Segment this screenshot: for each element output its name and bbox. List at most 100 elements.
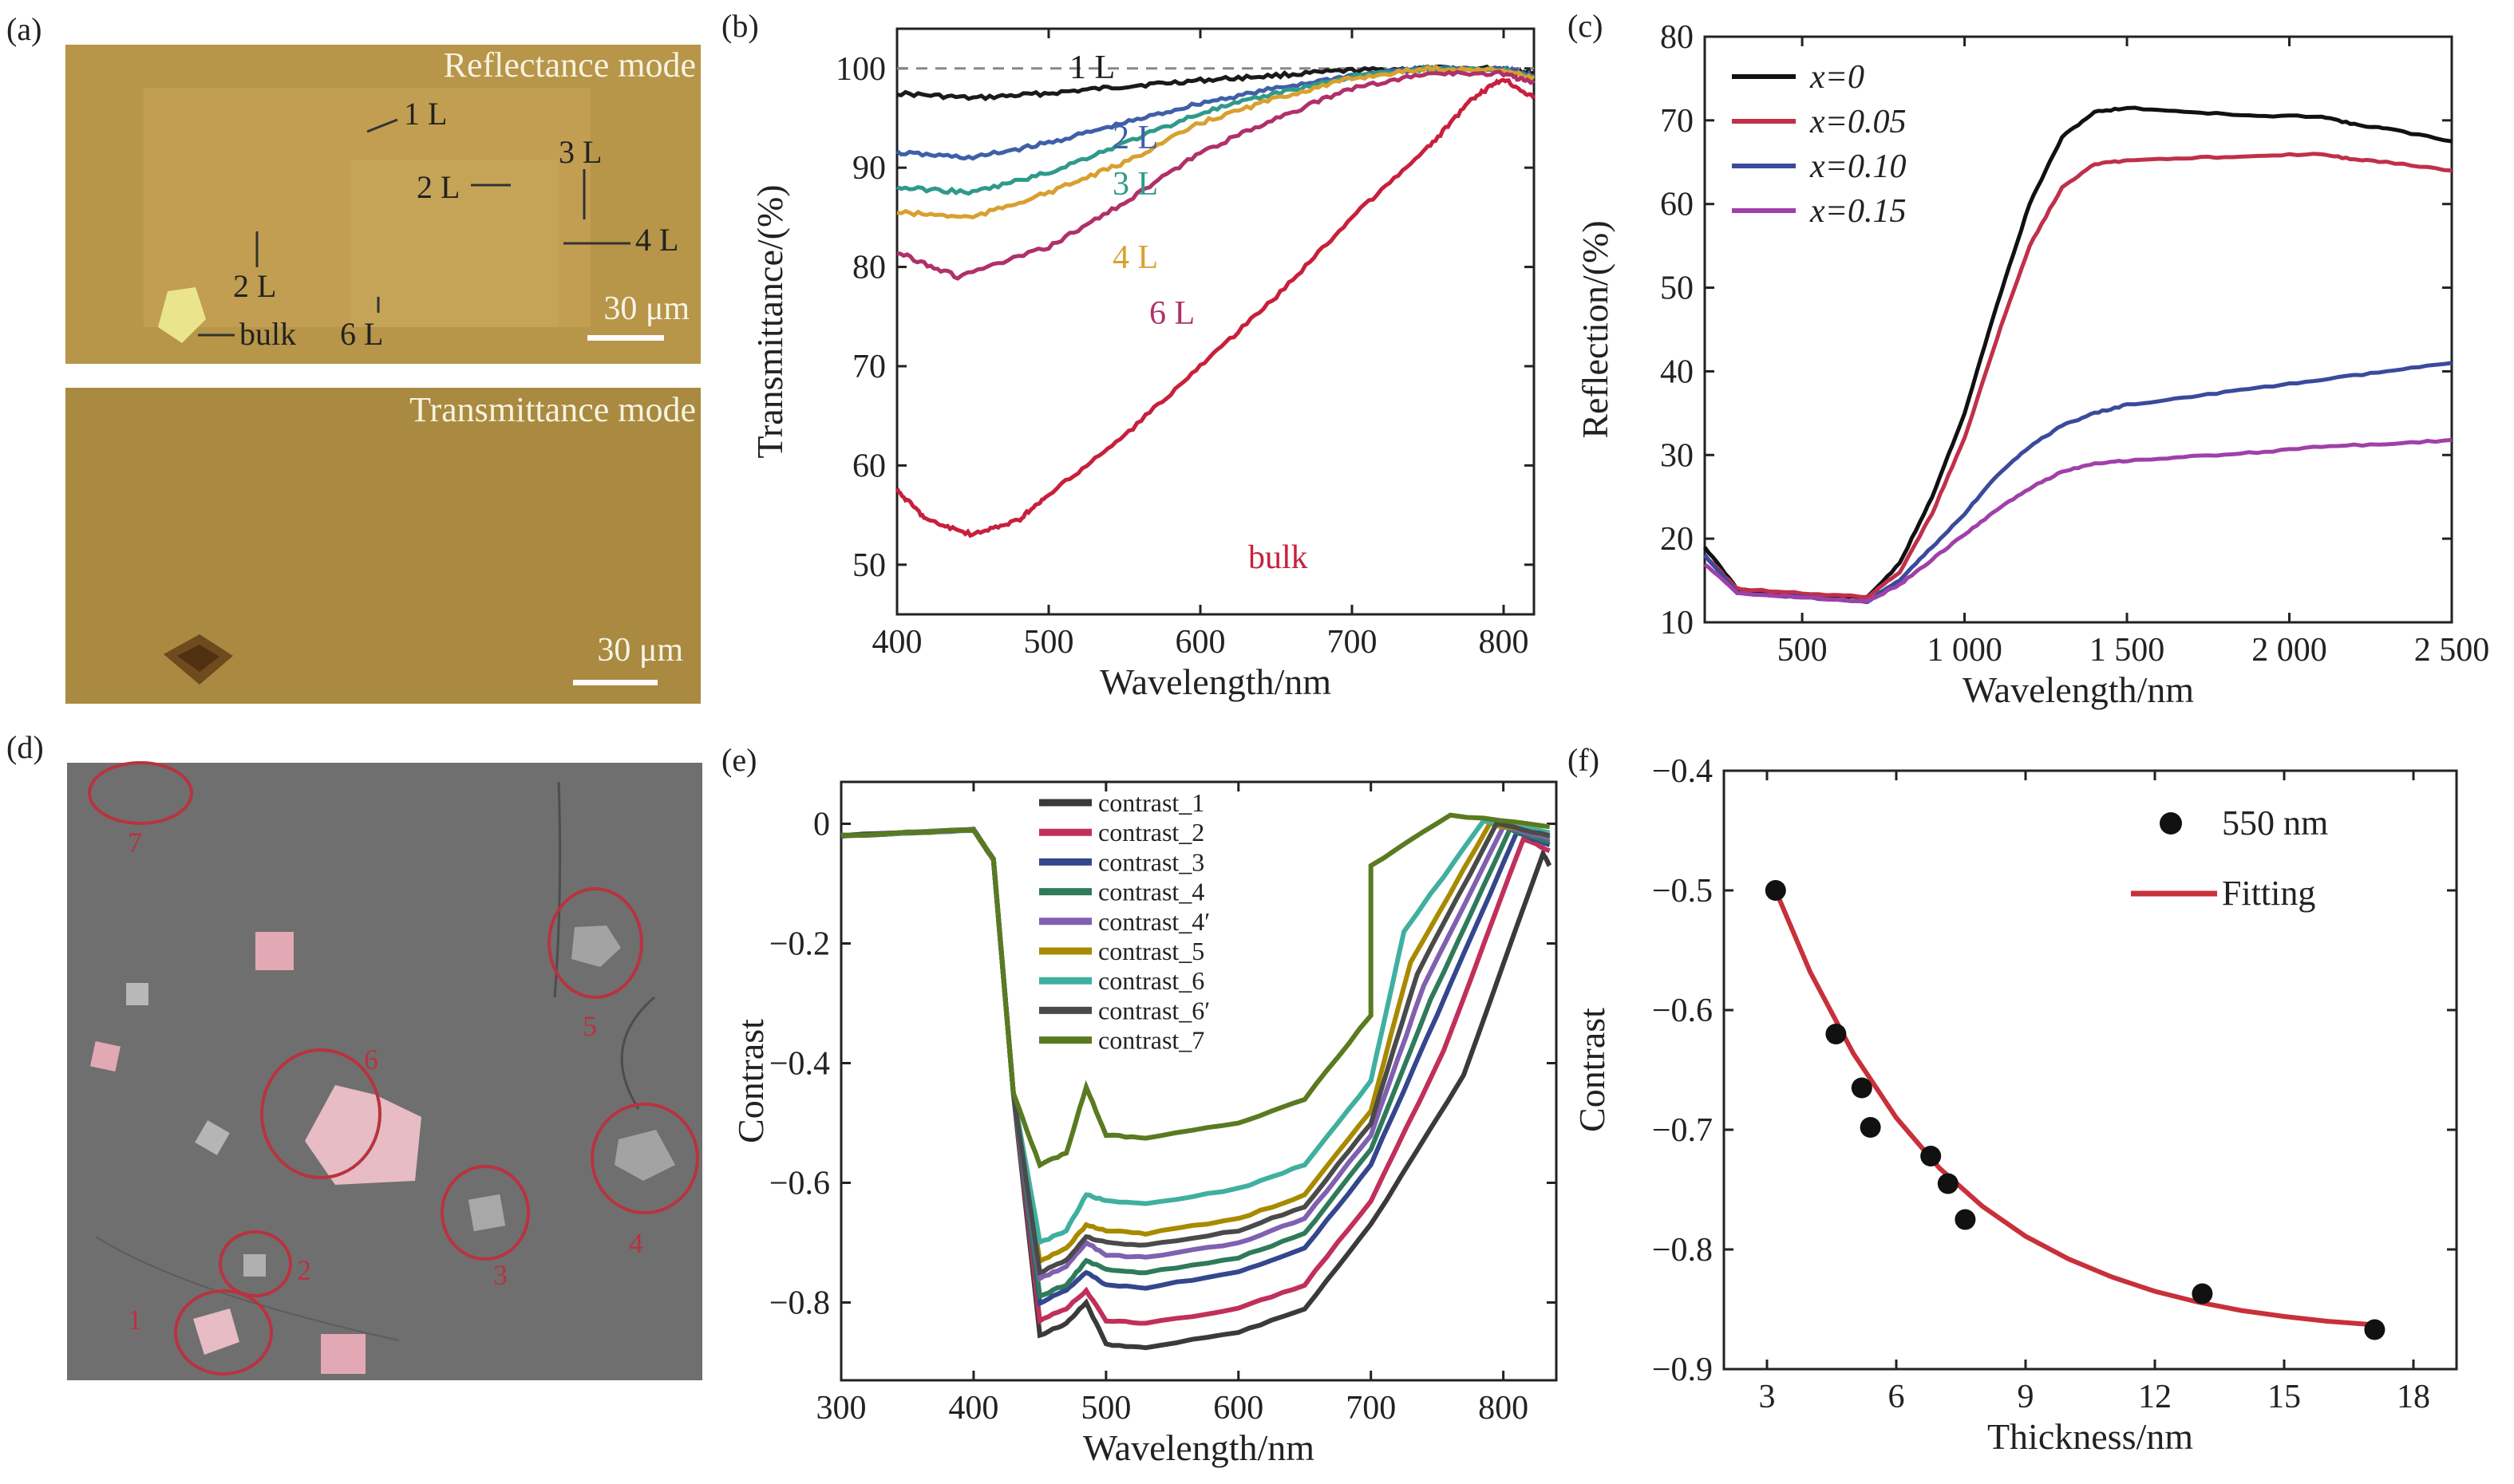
transmittance-mode-label: Transmittance mode: [409, 390, 696, 429]
x-tick-label: 9: [2018, 1379, 2034, 1415]
series-line-6L: [896, 69, 1536, 281]
x-tick-label: 3: [1759, 1379, 1776, 1415]
y-axis-label: Transmittance/(%): [749, 184, 790, 458]
panel-letter: (e): [721, 742, 757, 778]
panel-a: (a) Reflectance mode 1 L 2 L 3 L 4 L 2 L…: [6, 11, 701, 704]
data-point: [1851, 1077, 1872, 1099]
label-3L: 3 L: [559, 134, 602, 170]
series-line-3: [1703, 437, 2453, 604]
x-tick-label: 15: [2267, 1379, 2301, 1415]
series-label: 4 L: [1113, 239, 1158, 276]
panel-a-letter: (a): [6, 11, 42, 47]
y-tick-label: −0.8: [1652, 1232, 1713, 1269]
series-label: 1 L: [1069, 49, 1115, 86]
y-tick-label: −0.6: [769, 1166, 830, 1202]
scale-text-top: 30 μm: [603, 290, 690, 327]
legend-label: contrast_4′: [1098, 907, 1210, 936]
y-axis-label: Contrast: [730, 1019, 771, 1143]
label-1L: 1 L: [404, 96, 447, 132]
data-point: [1955, 1209, 1976, 1230]
y-tick-label: 70: [852, 349, 886, 385]
data-point: [1860, 1117, 1881, 1138]
legend-label: contrast_7: [1098, 1026, 1204, 1055]
ring-number-5: 5: [583, 1010, 597, 1042]
x-tick-label: 500: [1024, 624, 1074, 661]
x-axis-label: Wavelength/nm: [1100, 661, 1331, 702]
legend-label: contrast_1: [1098, 788, 1204, 817]
legend-label: contrast_6: [1098, 966, 1204, 995]
x-tick-label: 6: [1888, 1379, 1905, 1415]
y-tick-label: 50: [852, 547, 886, 584]
x-tick-label: 600: [1213, 1390, 1263, 1427]
ring-number-2: 2: [297, 1254, 311, 1286]
series-line-bulk: [895, 77, 1536, 539]
plot-frame: [840, 780, 1558, 1382]
fit-curve: [1773, 889, 2375, 1328]
plot-frame: [1703, 35, 2453, 624]
y-tick-label: 50: [1660, 270, 1694, 307]
data-point: [2364, 1319, 2386, 1340]
panel-e: (e) 300 400 500 600 700 800 0 −0.2 −0.4 −0.6 −0.8 Wa…: [721, 742, 1558, 1468]
legend-label: contrast_5: [1098, 937, 1204, 965]
ring-number-7: 7: [128, 827, 142, 858]
y-tick-label: 60: [852, 448, 886, 484]
panel-letter: (b): [721, 8, 759, 44]
scale-text-bottom: 30 μm: [597, 632, 683, 669]
reflectance-mode-label: Reflectance mode: [444, 45, 696, 85]
y-tick-label: −0.5: [1652, 873, 1713, 910]
data-point: [1765, 880, 1786, 901]
ring-number-6: 6: [364, 1044, 378, 1076]
panel-letter: (c): [1567, 8, 1603, 44]
legend-label: x=0.10: [1809, 148, 1906, 185]
legend-label: contrast_2: [1098, 818, 1204, 847]
plot-frame: [895, 27, 1536, 616]
x-tick-label: 18: [2397, 1379, 2430, 1415]
panel-b: (b) 400 500 600 700 800 50 60 70 80 90 100 Wavelengt…: [721, 8, 1536, 702]
x-tick-label: 700: [1327, 624, 1378, 661]
x-tick-label: 1 500: [2089, 632, 2165, 669]
x-tick-label: 600: [1176, 624, 1226, 661]
ring-number-4: 4: [629, 1227, 643, 1259]
label-6L: 6 L: [340, 316, 383, 352]
x-tick-label: 2 000: [2251, 632, 2327, 669]
x-tick-label: 12: [2138, 1379, 2172, 1415]
y-tick-label: 0: [813, 807, 830, 843]
label-4L: 4 L: [635, 222, 678, 258]
label-bulk: bulk: [239, 316, 296, 352]
legend-label: 550 nm: [2222, 803, 2328, 843]
data-point: [1920, 1146, 1942, 1166]
legend-label: x=0.15: [1809, 193, 1906, 230]
y-tick-label: −0.7: [1652, 1112, 1713, 1149]
data-point: [1937, 1173, 1959, 1194]
legend-label: x=0.05: [1809, 104, 1906, 140]
panel-c: (c) 500 1 000 1 500 2 000 2 500 10 20 30 40 50 60 70…: [1567, 8, 2489, 710]
legend-label: contrast_4: [1098, 878, 1204, 906]
y-axis-label: Reflection/(%): [1575, 220, 1615, 438]
panel-f: (f) 3 6 9 12 15 18 −0.4 −0.5 −0.6 −0.7 −0.8 −0.9 Thic…: [1567, 742, 2458, 1457]
y-tick-label: 100: [836, 51, 886, 88]
y-tick-label: 30: [1660, 437, 1694, 474]
y-tick-label: 70: [1660, 103, 1694, 140]
x-tick-label: 400: [872, 624, 923, 661]
legend-label: contrast_6′: [1098, 996, 1210, 1024]
x-tick-label: 500: [1777, 632, 1828, 669]
series-line-2: [1702, 361, 2453, 605]
x-tick-label: 800: [1479, 624, 1529, 661]
series-label: 3 L: [1113, 166, 1158, 203]
plot-frame: [1722, 769, 2458, 1371]
series-label: bulk: [1248, 539, 1308, 576]
panel-d-letter: (d): [6, 734, 44, 765]
panel-letter: (f): [1567, 742, 1599, 778]
y-tick-label: 80: [852, 250, 886, 286]
y-tick-label: −0.6: [1652, 993, 1713, 1029]
series-line-8: [841, 812, 1551, 1169]
legend-marker: [2160, 812, 2182, 835]
marker-rings: [88, 761, 699, 1375]
x-tick-label: 1 000: [1927, 632, 2002, 669]
ring-number-3: 3: [493, 1259, 508, 1291]
y-tick-label: −0.8: [769, 1285, 830, 1322]
series-label: 2 L: [1113, 120, 1158, 156]
x-axis-label: Wavelength/nm: [1963, 669, 2194, 710]
y-tick-label: −0.4: [1652, 753, 1713, 790]
ring-numbers: 7 6 5 4 3 2 1: [128, 827, 643, 1336]
